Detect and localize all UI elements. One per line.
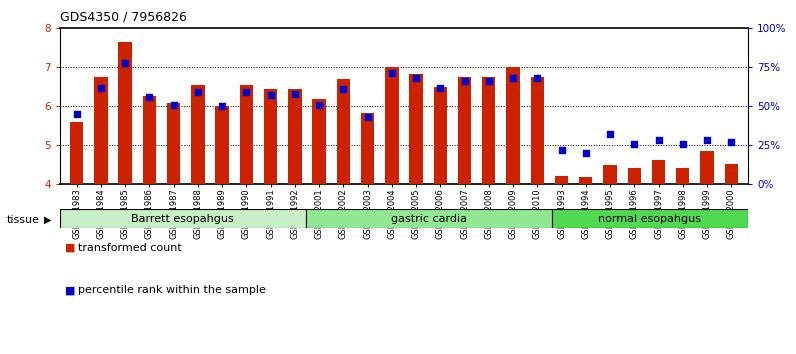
Point [603,131,616,137]
Point [337,86,349,92]
Point [70,111,83,117]
Bar [552,209,748,228]
Point [555,147,568,153]
Bar [458,77,471,184]
Bar [652,160,665,184]
Bar [240,85,253,184]
Bar [60,209,306,228]
Text: gastric cardia: gastric cardia [391,213,466,224]
Text: ▶: ▶ [44,215,51,225]
Point [507,75,520,81]
Bar [167,103,181,184]
Bar [409,74,423,184]
Bar [700,151,714,184]
Point [385,71,398,76]
Point [458,79,471,84]
Bar [313,99,326,184]
Point [288,91,301,97]
Point [216,103,228,109]
Point [482,79,495,84]
Bar [306,209,552,228]
Text: transformed count: transformed count [78,243,181,253]
Bar [531,77,544,184]
Point [264,92,277,98]
Point [240,89,253,95]
Bar [264,89,277,184]
Point [192,89,205,95]
Point [652,138,665,143]
Bar [627,168,641,184]
Bar [506,67,520,184]
Bar [603,165,617,184]
Point [700,138,713,143]
Bar [385,67,399,184]
Text: Barrett esopahgus: Barrett esopahgus [131,213,234,224]
Point [677,141,689,147]
Point [434,85,447,90]
Bar [191,85,205,184]
Bar [70,122,84,184]
Point [119,60,131,65]
Bar [434,87,447,184]
Text: normal esopahgus: normal esopahgus [599,213,701,224]
Bar [142,97,156,184]
Bar [676,168,689,184]
Point [361,114,374,120]
Bar [724,164,738,184]
Bar [361,113,374,184]
Point [143,94,156,100]
Bar [579,177,592,184]
Text: GDS4350 / 7956826: GDS4350 / 7956826 [60,10,186,23]
Bar [119,42,132,184]
Point [579,150,592,156]
Point [313,102,326,108]
Point [531,75,544,81]
Point [167,102,180,108]
Text: tissue: tissue [6,215,39,225]
Bar [482,77,495,184]
Bar [337,79,350,184]
Text: ■: ■ [65,243,76,253]
Text: percentile rank within the sample: percentile rank within the sample [78,285,266,295]
Point [628,141,641,147]
Bar [288,89,302,184]
Bar [216,106,228,184]
Point [725,139,738,145]
Bar [555,176,568,184]
Text: ■: ■ [65,285,76,295]
Point [95,85,107,90]
Point [410,75,423,81]
Bar [94,77,107,184]
